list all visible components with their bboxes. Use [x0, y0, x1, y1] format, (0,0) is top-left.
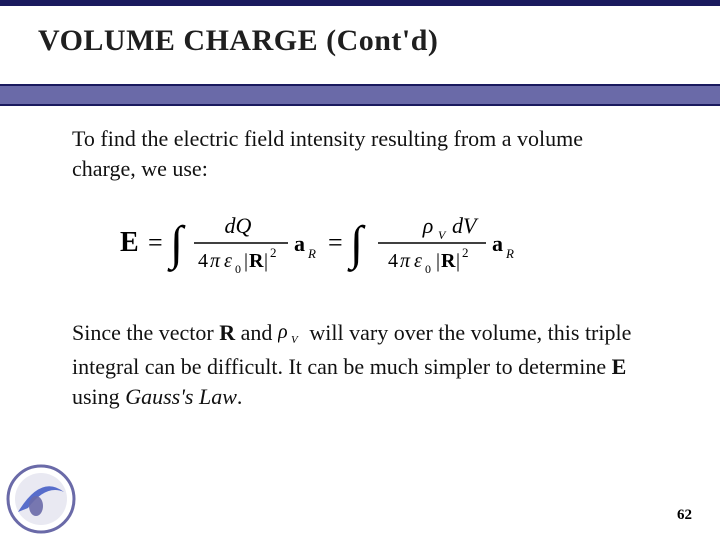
svg-text:a: a	[492, 231, 503, 256]
horizontal-rule	[0, 84, 720, 106]
slide-body: To find the electric field intensity res…	[72, 124, 648, 431]
vector-E: E	[612, 354, 627, 379]
svg-text:R: R	[441, 250, 456, 272]
svg-text:R: R	[249, 250, 264, 272]
slide-title: VOLUME CHARGE (Cont'd)	[38, 24, 438, 58]
svg-text:π: π	[400, 250, 411, 272]
svg-text:=: =	[148, 228, 163, 257]
svg-text:V: V	[438, 228, 447, 242]
slide: VOLUME CHARGE (Cont'd) To find the elect…	[0, 0, 720, 540]
svg-text:0: 0	[425, 262, 431, 276]
svg-text:V: V	[291, 334, 299, 344]
text: Since the vector	[72, 320, 219, 345]
gauss-law: Gauss's Law	[125, 384, 237, 409]
svg-text:2: 2	[462, 245, 469, 260]
text: using	[72, 384, 125, 409]
svg-text:dQ: dQ	[225, 213, 252, 238]
svg-text:ρ: ρ	[278, 322, 288, 343]
svg-text:π: π	[210, 250, 221, 272]
svg-text:4: 4	[198, 250, 208, 272]
svg-text:ε: ε	[224, 250, 232, 272]
svg-text:∫: ∫	[347, 217, 366, 272]
svg-text:|: |	[436, 250, 440, 272]
svg-text:|: |	[244, 250, 248, 272]
equation: E = ∫ dQ 4 π ε 0 | R |	[72, 203, 648, 288]
svg-text:∫: ∫	[167, 217, 186, 272]
svg-text:=: =	[328, 228, 343, 257]
svg-text:4: 4	[388, 250, 398, 272]
svg-text:E: E	[120, 227, 139, 258]
svg-text:dV: dV	[452, 213, 479, 238]
equation-svg: E = ∫ dQ 4 π ε 0 | R |	[120, 203, 600, 283]
text: .	[237, 384, 243, 409]
logo-icon	[6, 464, 76, 534]
page-number: 62	[677, 507, 692, 524]
svg-text:2: 2	[270, 245, 277, 260]
paragraph-2: Since the vector R and ρV will vary over…	[72, 318, 648, 411]
paragraph-1: To find the electric field intensity res…	[72, 124, 648, 183]
text: and	[235, 320, 278, 345]
svg-text:ρ: ρ	[422, 213, 434, 238]
svg-text:ε: ε	[414, 250, 422, 272]
svg-text:0: 0	[235, 262, 241, 276]
svg-text:R: R	[307, 246, 316, 261]
svg-text:|: |	[264, 250, 268, 272]
rho-v-symbol: ρV	[278, 322, 304, 352]
svg-text:a: a	[294, 231, 305, 256]
vector-R: R	[219, 320, 235, 345]
svg-text:R: R	[505, 246, 514, 261]
svg-text:|: |	[456, 250, 460, 272]
